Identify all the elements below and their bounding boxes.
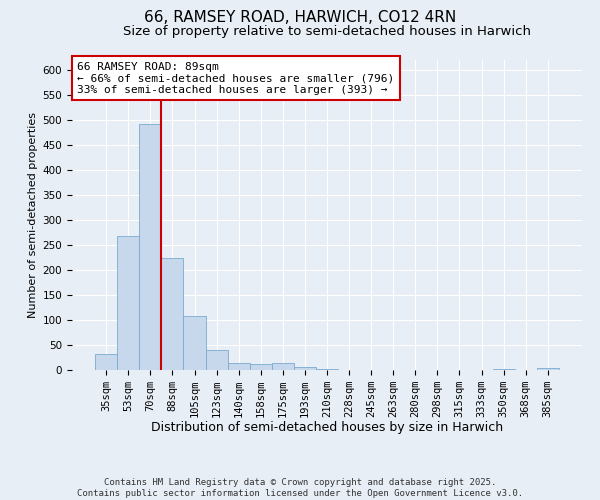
Text: 66, RAMSEY ROAD, HARWICH, CO12 4RN: 66, RAMSEY ROAD, HARWICH, CO12 4RN <box>144 10 456 25</box>
Bar <box>272 363 294 370</box>
Bar <box>95 354 117 370</box>
Bar <box>206 350 227 370</box>
X-axis label: Distribution of semi-detached houses by size in Harwich: Distribution of semi-detached houses by … <box>151 422 503 434</box>
Bar <box>250 364 272 370</box>
Bar <box>493 368 515 370</box>
Bar <box>161 258 184 370</box>
Text: Contains HM Land Registry data © Crown copyright and database right 2025.
Contai: Contains HM Land Registry data © Crown c… <box>77 478 523 498</box>
Bar <box>537 368 559 370</box>
Y-axis label: Number of semi-detached properties: Number of semi-detached properties <box>28 112 38 318</box>
Title: Size of property relative to semi-detached houses in Harwich: Size of property relative to semi-detach… <box>123 25 531 38</box>
Bar <box>316 369 338 370</box>
Bar <box>117 236 139 370</box>
Text: 66 RAMSEY ROAD: 89sqm
← 66% of semi-detached houses are smaller (796)
33% of sem: 66 RAMSEY ROAD: 89sqm ← 66% of semi-deta… <box>77 62 394 95</box>
Bar <box>139 124 161 370</box>
Bar <box>184 316 206 370</box>
Bar <box>294 366 316 370</box>
Bar <box>227 362 250 370</box>
